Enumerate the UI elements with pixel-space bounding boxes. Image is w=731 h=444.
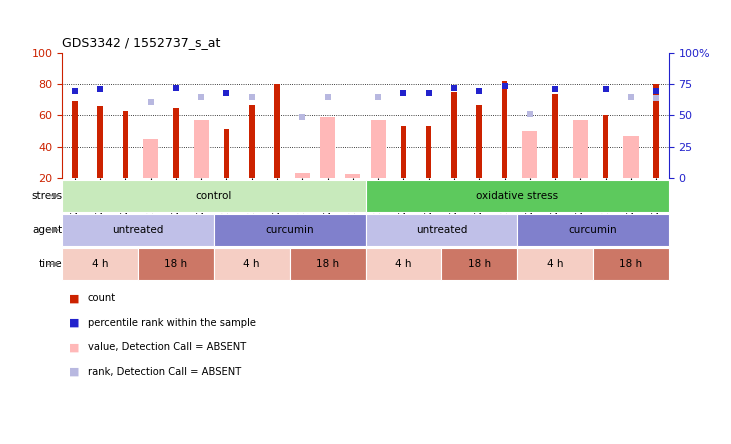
Text: ■: ■ <box>69 367 80 377</box>
Text: ■: ■ <box>69 342 80 353</box>
Bar <box>451 92 457 178</box>
Bar <box>143 139 158 178</box>
Text: agent: agent <box>32 225 62 235</box>
Text: 18 h: 18 h <box>619 259 643 269</box>
Text: curcumin: curcumin <box>265 225 314 235</box>
Bar <box>320 117 335 178</box>
Text: 4 h: 4 h <box>395 259 412 269</box>
Bar <box>518 214 669 246</box>
Bar <box>194 120 209 178</box>
Text: ■: ■ <box>69 318 80 328</box>
Text: stress: stress <box>31 191 62 201</box>
Text: 4 h: 4 h <box>243 259 260 269</box>
Bar <box>573 120 588 178</box>
Bar <box>366 214 518 246</box>
Text: 18 h: 18 h <box>164 259 187 269</box>
Bar <box>62 248 138 280</box>
Bar <box>249 105 254 178</box>
Bar <box>289 248 366 280</box>
Bar <box>345 174 360 178</box>
Text: percentile rank within the sample: percentile rank within the sample <box>88 318 256 328</box>
Bar <box>593 248 669 280</box>
Bar <box>123 111 128 178</box>
Bar <box>654 84 659 178</box>
Bar <box>624 136 638 178</box>
Bar <box>173 108 178 178</box>
Text: oxidative stress: oxidative stress <box>476 191 558 201</box>
Bar <box>72 102 77 178</box>
Bar <box>477 105 482 178</box>
Bar <box>603 115 608 178</box>
Bar <box>426 127 431 178</box>
Bar <box>442 248 518 280</box>
Text: control: control <box>196 191 232 201</box>
Text: count: count <box>88 293 115 304</box>
Bar <box>138 248 213 280</box>
Bar <box>518 248 593 280</box>
Text: rank, Detection Call = ABSENT: rank, Detection Call = ABSENT <box>88 367 241 377</box>
Bar <box>62 214 213 246</box>
Bar <box>371 120 386 178</box>
Bar <box>522 131 537 178</box>
Bar <box>501 81 507 178</box>
Text: untreated: untreated <box>416 225 467 235</box>
Bar <box>366 248 442 280</box>
Bar <box>295 173 310 178</box>
Bar <box>213 248 289 280</box>
Bar <box>274 84 280 178</box>
Bar <box>213 214 366 246</box>
Text: 18 h: 18 h <box>316 259 339 269</box>
Bar <box>553 94 558 178</box>
Text: value, Detection Call = ABSENT: value, Detection Call = ABSENT <box>88 342 246 353</box>
Bar <box>97 106 103 178</box>
Text: time: time <box>39 259 62 269</box>
Bar <box>62 180 366 212</box>
Text: curcumin: curcumin <box>569 225 618 235</box>
Bar <box>224 130 230 178</box>
Bar <box>401 127 406 178</box>
Bar <box>366 180 669 212</box>
Text: 4 h: 4 h <box>92 259 108 269</box>
Text: untreated: untreated <box>113 225 164 235</box>
Text: ■: ■ <box>69 293 80 304</box>
Text: 4 h: 4 h <box>547 259 564 269</box>
Text: 18 h: 18 h <box>468 259 491 269</box>
Text: GDS3342 / 1552737_s_at: GDS3342 / 1552737_s_at <box>62 36 221 49</box>
